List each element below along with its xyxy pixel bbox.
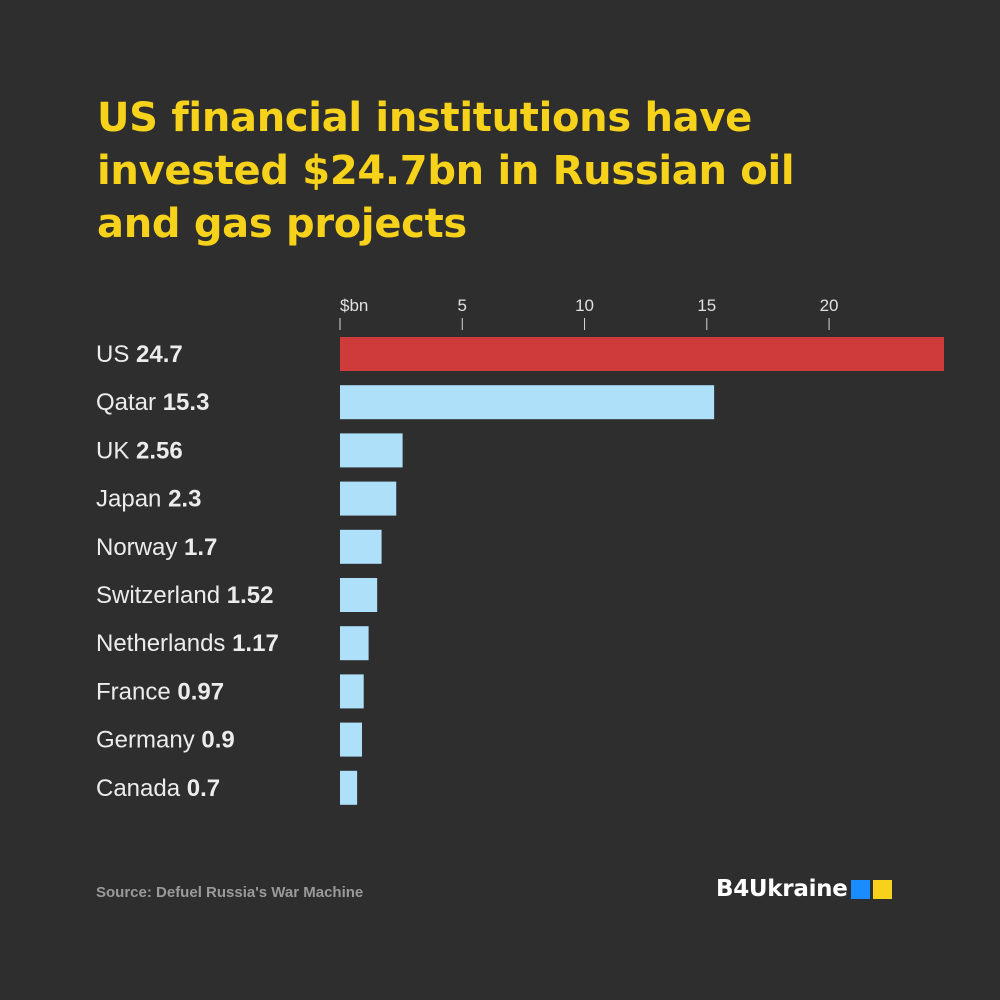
category-name: France [96,678,177,705]
category-name: US [96,341,136,368]
bar-qatar [340,385,715,420]
axis-tick-label: 5 [458,296,467,315]
row-label-qatar: Qatar 15.3 [96,389,209,416]
bar-switzerland [340,578,378,612]
data-label: 24.7 [136,341,183,368]
data-label: 1.52 [227,582,274,609]
category-name: Netherlands [96,630,232,657]
bar-japan [340,481,397,516]
category-name: Japan [96,486,168,513]
row-label-us: US 24.7 [96,341,183,368]
category-name: Norway [96,534,184,561]
chart-title: US financial institutions have invested … [97,95,795,247]
row-label-uk: UK 2.56 [96,437,183,464]
bar-germany [340,722,363,757]
data-label: 1.7 [184,534,217,561]
axis-tick-label: 15 [697,296,716,315]
axis-tick-label: $bn [340,296,368,315]
data-label: 0.97 [177,678,224,705]
brand-logo: B4Ukraine [716,876,892,902]
data-label: 15.3 [163,389,210,416]
data-label: 2.3 [168,486,201,513]
bar-norway [340,529,382,564]
row-label-japan: Japan 2.3 [96,486,201,513]
axis-tick-label: 10 [575,296,594,315]
flag-blue-square-icon [850,879,870,899]
category-name: Canada [96,775,187,802]
bar-france [340,674,364,709]
bar-us [340,337,944,371]
row-label-netherlands: Netherlands 1.17 [96,630,279,657]
bar-canada [340,770,358,805]
data-label: 0.7 [187,775,220,802]
row-label-france: France 0.97 [96,678,224,705]
axis-tick-label: 20 [820,296,839,315]
row-label-canada: Canada 0.7 [96,775,220,802]
row-label-germany: Germany 0.9 [96,727,235,754]
category-name: Germany [96,727,201,754]
bar-uk [340,433,403,468]
category-name: Switzerland [96,582,227,609]
bar-netherlands [340,626,369,661]
data-label: 1.17 [232,630,279,657]
data-label: 2.56 [136,437,183,464]
row-label-norway: Norway 1.7 [96,534,217,561]
source-note: Source: Defuel Russia's War Machine [96,884,364,901]
row-label-switzerland: Switzerland 1.52 [96,582,273,609]
category-name: UK [96,437,136,464]
flag-yellow-square-icon [872,879,892,899]
data-label: 0.9 [201,727,234,754]
brand-name: B4Ukraine [716,876,848,902]
category-name: Qatar [96,389,163,416]
